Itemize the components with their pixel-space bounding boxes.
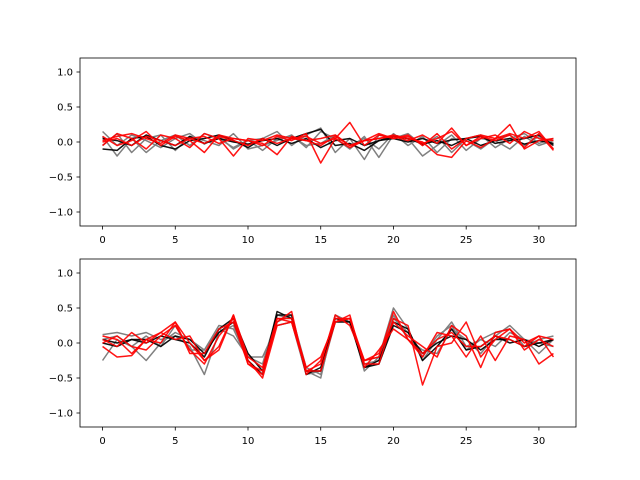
bottom-x-tick-label: 25 [460, 436, 473, 447]
bottom-y-tick-label: −0.5 [49, 374, 73, 385]
bottom-x-tick-label: 10 [242, 436, 255, 447]
bottom-x-tick-label: 20 [387, 436, 400, 447]
top-x-tick-label: 20 [387, 235, 400, 246]
top-series-line-9 [102, 130, 555, 159]
top-y-tick-label: 0.5 [57, 103, 73, 114]
bottom-axes: 0 5 10 15 20 25 30 −1.0 −0.5 0.0 0.5 1.0 [49, 258, 577, 447]
bottom-series-line-9 [102, 310, 554, 379]
top-x-tick-label: 15 [314, 235, 327, 246]
top-x-ticks: 0 5 10 15 20 25 30 [99, 226, 545, 246]
top-series-line-7 [102, 123, 554, 156]
bottom-x-tick-label: 5 [172, 436, 178, 447]
top-y-tick-label: 0.0 [57, 138, 73, 149]
bottom-y-tick-label: −1.0 [49, 409, 73, 420]
bottom-x-tick-label: 0 [99, 436, 105, 447]
top-series-line-6 [102, 121, 555, 164]
bottom-y-ticks: −1.0 −0.5 0.0 0.5 1.0 [49, 269, 80, 420]
bottom-series-line-8 [102, 314, 554, 376]
top-series-layer [101, 121, 555, 164]
top-axes: 0 5 10 15 20 25 30 −1.0 −0.5 0.0 0.5 1.0 [49, 57, 577, 246]
bottom-y-tick-label: 0.0 [57, 339, 73, 350]
top-y-tick-label: −0.5 [49, 173, 73, 184]
bottom-y-tick-label: 0.5 [57, 304, 73, 315]
bottom-x-ticks: 0 5 10 15 20 25 30 [99, 427, 545, 447]
bottom-series-layer [101, 307, 555, 386]
top-x-tick-label: 30 [533, 235, 546, 246]
top-y-tick-label: −1.0 [49, 208, 73, 219]
top-x-tick-label: 5 [172, 235, 178, 246]
bottom-y-tick-label: 1.0 [57, 269, 73, 280]
top-x-tick-label: 25 [460, 235, 473, 246]
bottom-x-tick-label: 15 [314, 436, 327, 447]
bottom-x-tick-label: 30 [533, 436, 546, 447]
top-y-ticks: −1.0 −0.5 0.0 0.5 1.0 [49, 68, 80, 219]
top-x-tick-label: 10 [242, 235, 255, 246]
top-x-tick-label: 0 [99, 235, 105, 246]
top-y-tick-label: 1.0 [57, 68, 73, 79]
